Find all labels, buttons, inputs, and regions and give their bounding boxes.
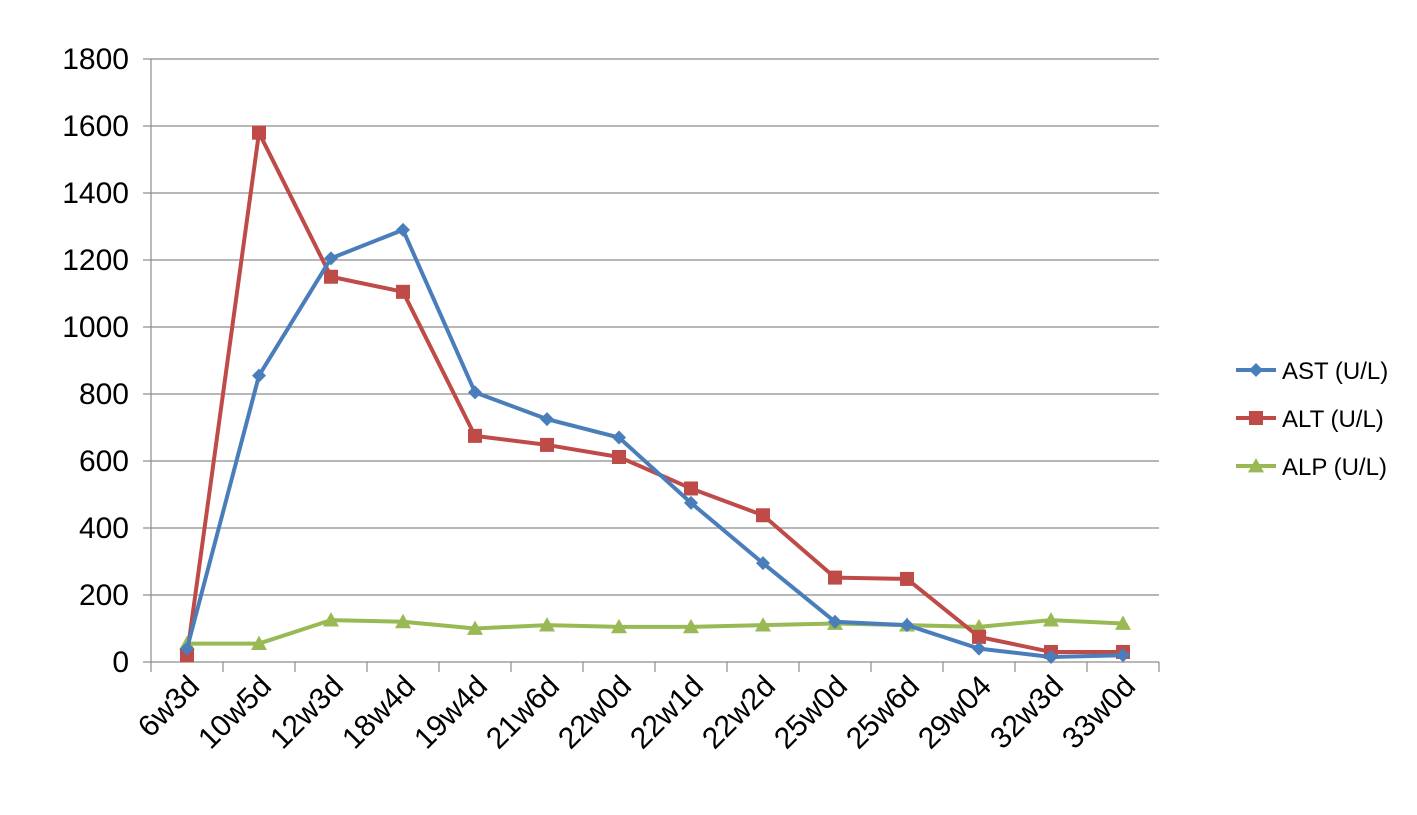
data-series bbox=[179, 125, 1131, 664]
data-point bbox=[324, 251, 338, 266]
data-point bbox=[612, 430, 626, 445]
legend-marker bbox=[1248, 458, 1264, 473]
x-axis-tick-labels: 6w3d10w5d12w3d18w4d19w4d21w6d22w0d22w1d2… bbox=[132, 670, 1142, 756]
data-point bbox=[611, 618, 627, 634]
legend-marker bbox=[1249, 363, 1263, 377]
data-point bbox=[252, 368, 266, 383]
x-tick-label: 29w04 bbox=[912, 670, 998, 756]
data-point bbox=[540, 412, 554, 427]
y-tick-label: 600 bbox=[79, 445, 129, 478]
axes bbox=[143, 58, 1160, 672]
data-point bbox=[1115, 615, 1131, 630]
legend-marker bbox=[1249, 411, 1263, 425]
data-point bbox=[467, 620, 483, 635]
y-tick-label: 1600 bbox=[62, 110, 129, 143]
data-point bbox=[683, 618, 699, 634]
legend-entry: ALT (U/L) bbox=[1236, 406, 1384, 433]
legend-entry: ALP (U/L) bbox=[1236, 454, 1387, 481]
x-tick-label: 33w0d bbox=[1056, 670, 1142, 756]
x-tick-label: 25w6d bbox=[840, 670, 926, 756]
x-tick-label: 22w1d bbox=[624, 670, 710, 756]
data-point bbox=[1116, 648, 1130, 663]
data-point bbox=[828, 570, 842, 585]
data-point bbox=[323, 612, 339, 627]
gridlines bbox=[151, 58, 1159, 596]
data-point bbox=[756, 556, 770, 571]
data-point bbox=[1044, 649, 1058, 664]
y-tick-label: 1800 bbox=[62, 43, 129, 76]
x-tick-label: 12w3d bbox=[264, 670, 350, 756]
x-tick-label: 21w6d bbox=[480, 670, 566, 756]
series-alp bbox=[179, 612, 1131, 650]
x-tick-label: 25w0d bbox=[768, 670, 854, 756]
legend-label: AST (U/L) bbox=[1282, 358, 1388, 385]
data-point bbox=[756, 508, 770, 523]
data-point bbox=[900, 618, 914, 633]
series-ast bbox=[180, 222, 1130, 664]
data-point bbox=[396, 222, 410, 237]
data-point bbox=[252, 125, 266, 140]
data-point bbox=[972, 641, 986, 656]
y-tick-label: 200 bbox=[79, 579, 129, 612]
data-point bbox=[612, 449, 626, 464]
data-point bbox=[1043, 612, 1059, 627]
series-line bbox=[185, 227, 1124, 659]
x-tick-label: 22w2d bbox=[696, 670, 782, 756]
data-point bbox=[539, 617, 555, 632]
data-point bbox=[755, 617, 771, 632]
y-tick-label: 400 bbox=[79, 512, 129, 545]
data-point bbox=[684, 495, 698, 510]
x-tick-label: 10w5d bbox=[192, 670, 278, 756]
data-point bbox=[540, 437, 554, 452]
data-point bbox=[684, 481, 698, 496]
legend-label: ALT (U/L) bbox=[1282, 406, 1384, 433]
y-tick-label: 1400 bbox=[62, 177, 129, 210]
y-tick-label: 0 bbox=[112, 646, 129, 679]
data-point bbox=[251, 635, 267, 650]
data-point bbox=[468, 428, 482, 443]
legend-label: ALP (U/L) bbox=[1282, 454, 1387, 481]
data-point bbox=[971, 618, 987, 634]
legend: AST (U/L) ALT (U/L) ALP (U/L) bbox=[1236, 358, 1388, 481]
data-point bbox=[900, 571, 914, 586]
data-point bbox=[828, 614, 842, 629]
y-tick-label: 1200 bbox=[62, 244, 129, 277]
y-tick-label: 800 bbox=[79, 378, 129, 411]
data-point bbox=[395, 613, 411, 629]
y-tick-label: 1000 bbox=[62, 311, 129, 344]
y-axis-tick-labels: 0 200 400 600 800 1000 1200 1400 1600 1800 bbox=[62, 43, 129, 679]
data-point bbox=[396, 284, 410, 299]
x-tick-label: 22w0d bbox=[552, 670, 638, 756]
data-point bbox=[324, 269, 338, 284]
x-tick-label: 32w3d bbox=[984, 670, 1070, 756]
data-point bbox=[972, 629, 986, 644]
x-tick-label: 19w4d bbox=[408, 670, 494, 756]
legend-entry: AST (U/L) bbox=[1236, 358, 1388, 385]
data-point bbox=[468, 385, 482, 400]
data-point bbox=[180, 641, 194, 656]
x-tick-label: 18w4d bbox=[336, 670, 422, 756]
